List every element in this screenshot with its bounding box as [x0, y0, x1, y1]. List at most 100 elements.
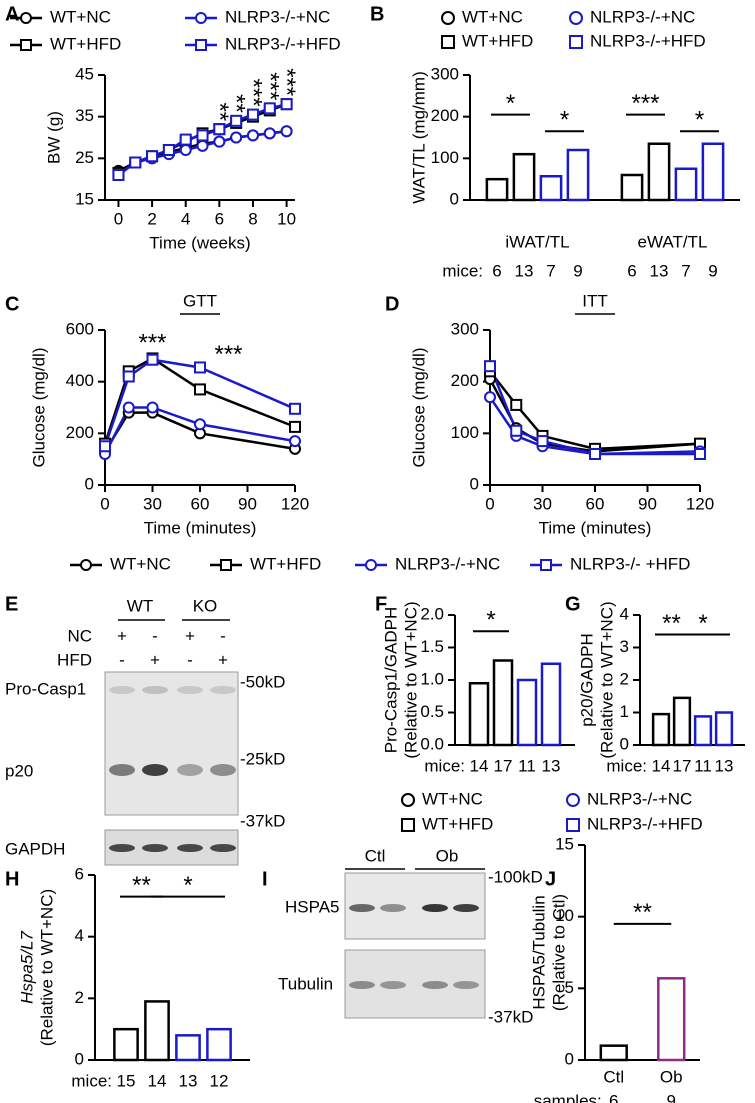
- blot-band: [422, 904, 448, 912]
- marker: [194, 361, 206, 374]
- blot-band: [349, 981, 375, 989]
- legend-label: NLRP3-/- +HFD: [570, 554, 690, 573]
- marker: [365, 559, 377, 571]
- count-label: 6: [627, 261, 636, 280]
- marker: [20, 39, 32, 51]
- legend-label: NLRP3-/-+HFD: [587, 814, 703, 833]
- legend-label: WT+NC: [50, 7, 111, 26]
- bar: [674, 167, 698, 202]
- legend-label: WT+NC: [110, 554, 171, 573]
- marker: [194, 383, 206, 396]
- blot-band: [380, 981, 406, 989]
- y-tick-label: 100: [451, 423, 479, 442]
- bar: [620, 173, 644, 202]
- size-marker: -50kD: [240, 672, 285, 691]
- panel-letter: E: [5, 593, 18, 615]
- x-tick-label: 8: [248, 209, 257, 228]
- blot-band: [177, 764, 203, 776]
- marker: [179, 144, 192, 156]
- marker: [536, 435, 549, 448]
- marker: [566, 793, 580, 807]
- marker: [129, 156, 142, 169]
- x-tick-label: iWAT/TL: [505, 232, 569, 251]
- bar: [485, 177, 509, 202]
- x-tick-label: 90: [638, 494, 657, 513]
- marker: [401, 818, 415, 832]
- blot-band: [210, 764, 236, 776]
- x-tick-label: 120: [281, 494, 309, 513]
- panel-letter: C: [5, 293, 19, 315]
- marker: [484, 391, 496, 404]
- condition-label: HFD: [57, 650, 92, 669]
- legend-label: WT+HFD: [250, 554, 321, 573]
- count-title: mice:: [424, 756, 465, 775]
- marker: [289, 420, 301, 433]
- count-label: 13: [715, 756, 734, 775]
- size-marker: -37kD: [488, 1007, 533, 1026]
- y-axis-label: HSPA5/Tubulin: [529, 895, 548, 1009]
- subtitle: ITT: [582, 291, 608, 310]
- sig-label: ***: [239, 79, 266, 107]
- marker: [246, 108, 259, 121]
- marker: [99, 440, 111, 453]
- bar: [516, 678, 538, 747]
- blot-band: [109, 764, 135, 776]
- x-tick-label: 0: [485, 494, 494, 513]
- panel-letter: A: [5, 3, 19, 25]
- group-label: KO: [193, 596, 218, 615]
- marker: [484, 360, 496, 373]
- size-marker: -37kD: [240, 811, 285, 830]
- count-label: 6: [492, 261, 501, 280]
- sig-label: ***: [256, 72, 283, 100]
- legend-label: WT+HFD: [462, 31, 533, 50]
- sig-label: *: [486, 607, 495, 634]
- x-tick-label: 2: [147, 209, 156, 228]
- blot-band: [453, 904, 479, 912]
- marker: [569, 35, 583, 49]
- legend-label: NLRP3-/-+NC: [395, 554, 500, 573]
- condition-mark: -: [220, 626, 226, 645]
- band-label: HSPA5: [285, 897, 340, 916]
- x-tick-label: Ob: [660, 1067, 683, 1086]
- marker: [179, 133, 192, 146]
- blot-band: [142, 686, 168, 694]
- bar: [512, 152, 536, 202]
- panel-letter: H: [5, 868, 19, 890]
- y-axis-label: (Relative to WT+NC): [597, 601, 616, 758]
- bar: [492, 659, 514, 747]
- panel-letter: J: [545, 868, 556, 890]
- x-tick-label: 0: [100, 494, 109, 513]
- bar: [647, 142, 671, 202]
- marker: [230, 131, 243, 144]
- x-tick-label: 30: [533, 494, 552, 513]
- x-tick-label: Ctl: [603, 1067, 624, 1086]
- blot-band: [177, 686, 203, 694]
- marker: [195, 39, 207, 51]
- blot-band: [380, 904, 406, 912]
- sig-label: *: [698, 610, 707, 637]
- bar: [144, 1000, 170, 1062]
- y-axis-label: Pro-Casp1/GADPH: [381, 607, 400, 753]
- marker: [569, 11, 583, 25]
- legend-label: WT+HFD: [50, 34, 121, 53]
- y-tick-label: 1: [620, 702, 629, 721]
- blot-image: [344, 949, 486, 1019]
- count-label: 14: [470, 756, 489, 775]
- y-tick-label: 4: [620, 604, 629, 623]
- blot-band: [453, 981, 479, 989]
- count-label: 11: [518, 756, 536, 775]
- x-tick-label: 10: [277, 209, 296, 228]
- y-tick-label: 400: [66, 371, 94, 390]
- y-tick-label: 2.0: [420, 604, 444, 623]
- x-tick-label: 60: [586, 494, 605, 513]
- marker: [194, 418, 206, 431]
- count-label: 14: [148, 1071, 167, 1090]
- marker: [263, 102, 276, 115]
- bar: [206, 1027, 232, 1062]
- sig-label: *: [183, 872, 192, 899]
- x-tick-label: 4: [181, 209, 190, 228]
- bar: [175, 1034, 201, 1062]
- marker: [540, 559, 552, 571]
- count-label: 9: [708, 261, 717, 280]
